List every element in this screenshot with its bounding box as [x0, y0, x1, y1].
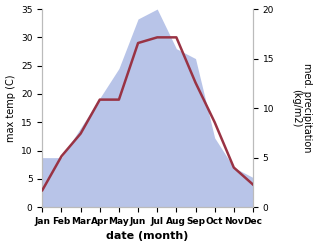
Y-axis label: med. precipitation
(kg/m2): med. precipitation (kg/m2) [291, 63, 313, 153]
Y-axis label: max temp (C): max temp (C) [5, 74, 16, 142]
X-axis label: date (month): date (month) [107, 231, 189, 242]
